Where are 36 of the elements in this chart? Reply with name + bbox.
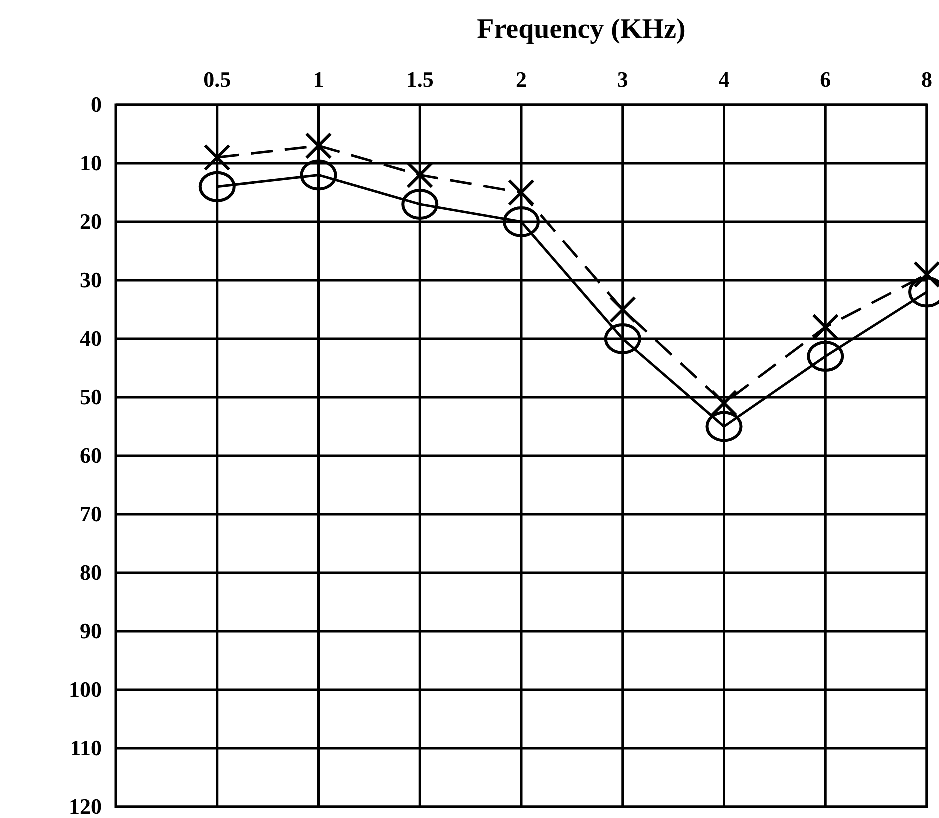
y-tick-label: 60 xyxy=(80,443,102,468)
point xyxy=(812,314,840,341)
y-tick-label: 80 xyxy=(80,560,102,586)
y-tick-label: 70 xyxy=(80,502,102,527)
point xyxy=(609,296,636,324)
x-tick-label: 2 xyxy=(516,67,527,92)
y-tick-label: 0 xyxy=(91,92,102,118)
y-tick-label: 40 xyxy=(80,326,102,352)
y-tick-label: 30 xyxy=(80,268,102,293)
x-tick-label: 0.5 xyxy=(204,67,232,92)
x-tick-label: 6 xyxy=(820,67,832,92)
y-tick-label: 100 xyxy=(69,677,102,702)
point xyxy=(402,188,439,220)
point xyxy=(503,206,540,238)
x-axis-title: Frequency (KHz) xyxy=(477,14,686,45)
point xyxy=(204,144,231,172)
point xyxy=(706,411,743,442)
x-tick-label: 1 xyxy=(313,67,324,92)
x-tick-label: 8 xyxy=(922,67,932,92)
x-tick-label: 4 xyxy=(718,67,730,92)
point xyxy=(604,324,642,354)
point xyxy=(710,390,738,417)
y-tick-label: 120 xyxy=(69,794,102,818)
point xyxy=(300,160,338,191)
point xyxy=(198,171,236,202)
x-tick-label: 1.5 xyxy=(406,67,434,92)
y-tick-label: 50 xyxy=(80,384,102,410)
point xyxy=(305,132,332,160)
y-tick-label: 90 xyxy=(80,618,102,644)
x-tick-label: 3 xyxy=(617,67,628,92)
point xyxy=(406,162,434,189)
y-tick-label: 10 xyxy=(80,150,102,176)
point xyxy=(807,341,844,372)
y-tick-label: 110 xyxy=(70,736,102,761)
y-tick-label: 20 xyxy=(80,209,102,234)
point xyxy=(508,179,535,206)
